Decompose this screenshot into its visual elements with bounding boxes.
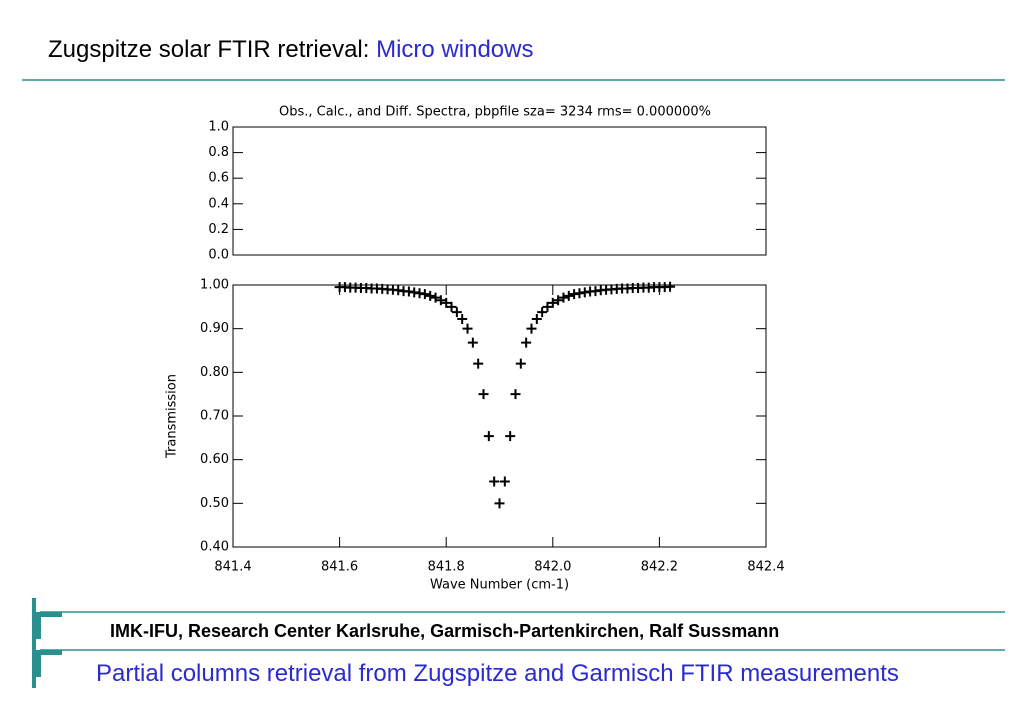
data-point — [521, 337, 532, 348]
data-point — [494, 498, 505, 509]
footer-subtitle: Partial columns retrieval from Zugspitze… — [96, 660, 899, 687]
title-text: Zugspitze solar FTIR retrieval: — [48, 36, 370, 63]
bracket — [36, 612, 62, 617]
data-point — [553, 295, 564, 306]
data-point — [441, 297, 452, 308]
y-tick-label: 0.90 — [200, 321, 229, 336]
data-point — [665, 281, 676, 292]
footer-institution: IMK-IFU, Research Center Karlsruhe, Garm… — [110, 621, 780, 641]
data-point — [537, 307, 548, 318]
chart-title: Obs., Calc., and Diff. Spectra, pbpfile … — [279, 105, 711, 120]
title-highlight: Micro windows — [376, 36, 534, 63]
x-tick-label: 842.4 — [747, 560, 784, 575]
data-point — [505, 431, 516, 442]
x-tick-label: 842.2 — [641, 560, 678, 575]
data-point — [531, 314, 542, 325]
y-tick-label: 0.80 — [200, 365, 229, 380]
data-point — [542, 301, 553, 312]
bracket — [36, 650, 62, 655]
data-point — [558, 292, 569, 303]
data-point — [547, 297, 558, 308]
data-point — [419, 289, 430, 300]
chart: Obs., Calc., and Diff. Spectra, pbpfile … — [165, 105, 785, 593]
y-tick-label: 0.6 — [208, 171, 229, 186]
data-point — [526, 323, 537, 334]
axes — [232, 126, 767, 256]
bracket — [36, 655, 41, 677]
bracket — [36, 617, 41, 639]
y-tick-label: 0.4 — [208, 196, 229, 211]
slide-title: Zugspitze solar FTIR retrieval: Micro wi… — [48, 36, 533, 64]
data-point — [462, 323, 473, 334]
y-tick-label: 0.50 — [200, 496, 229, 511]
data-point — [451, 307, 462, 318]
data-point — [478, 389, 489, 400]
y-tick-label: 0.70 — [200, 409, 229, 424]
axes — [232, 284, 767, 548]
plot-frame — [232, 126, 767, 256]
y-tick-label: 1.0 — [208, 120, 229, 135]
data-point — [435, 295, 446, 306]
data-point — [457, 314, 468, 325]
data-point — [446, 301, 457, 312]
data-point — [430, 292, 441, 303]
x-tick-label: 842.0 — [534, 560, 571, 575]
data-point — [563, 290, 574, 301]
y-tick-label: 0.60 — [200, 452, 229, 467]
y-axis-label: Transmission — [165, 374, 180, 459]
data-point — [473, 358, 484, 369]
x-tick-label: 841.8 — [428, 560, 465, 575]
data-point — [483, 431, 494, 442]
y-tick-label: 0.8 — [208, 145, 229, 160]
y-tick-label: 0.2 — [208, 222, 229, 237]
y-tick-label: 0.40 — [200, 540, 229, 555]
x-axis-label: Wave Number (cm-1) — [430, 578, 569, 593]
bracket — [32, 598, 36, 688]
x-tick-label: 841.4 — [214, 560, 251, 575]
data-point — [515, 358, 526, 369]
y-tick-label: 0.0 — [208, 248, 229, 263]
x-tick-label: 841.6 — [321, 560, 358, 575]
data-point — [489, 476, 500, 487]
data-point — [467, 337, 478, 348]
data-point — [425, 290, 436, 301]
data-point — [499, 476, 510, 487]
data-point — [510, 389, 521, 400]
y-tick-label: 1.00 — [200, 278, 229, 293]
